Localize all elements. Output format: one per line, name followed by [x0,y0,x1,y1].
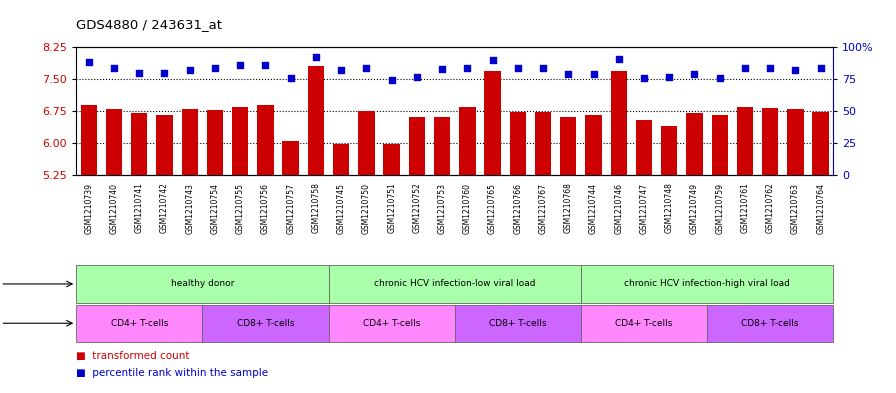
Bar [485,72,501,175]
Text: chronic HCV infection-low viral load: chronic HCV infection-low viral load [374,279,536,288]
Point [435,66,449,72]
Point [158,70,172,76]
Text: chronic HCV infection-high viral load: chronic HCV infection-high viral load [625,279,790,288]
Bar [232,107,248,175]
Bar [711,115,728,175]
Text: CD8+ T-cells: CD8+ T-cells [237,319,294,328]
Point [511,64,525,71]
Point [561,71,575,77]
Bar [81,105,97,175]
Point [712,75,727,81]
Bar [510,112,526,175]
Text: ■  percentile rank within the sample: ■ percentile rank within the sample [76,368,268,378]
Bar [282,141,299,175]
Point [637,75,651,81]
Point [586,71,600,77]
Point [687,71,702,77]
Point [536,64,550,71]
Bar [762,108,779,175]
Point [258,62,272,68]
Text: CD4+ T-cells: CD4+ T-cells [110,319,168,328]
Text: CD4+ T-cells: CD4+ T-cells [363,319,420,328]
Bar [581,265,833,303]
Point [334,67,349,73]
Point [612,55,626,62]
Bar [788,109,804,175]
Bar [707,305,833,342]
Point [309,54,323,61]
Point [737,64,752,71]
Text: ■  transformed count: ■ transformed count [76,351,190,361]
Point [763,64,778,71]
Point [486,57,500,63]
Text: CD4+ T-cells: CD4+ T-cells [616,319,673,328]
Bar [257,105,273,175]
Bar [76,265,329,303]
Bar [383,144,400,175]
Bar [358,111,375,175]
Bar [329,305,455,342]
Text: healthy donor: healthy donor [170,279,234,288]
Bar [535,112,551,175]
Bar [409,117,425,175]
Point [409,73,424,80]
Bar [610,72,627,175]
Text: GDS4880 / 243631_at: GDS4880 / 243631_at [76,18,222,31]
Bar [636,119,652,175]
Point [82,59,96,66]
Bar [737,107,754,175]
Point [788,67,803,73]
Bar [207,110,223,175]
Bar [581,305,707,342]
Point [208,64,222,71]
Bar [661,126,677,175]
Bar [131,113,148,175]
Bar [202,305,329,342]
Point [814,64,828,71]
Point [662,73,676,80]
Point [384,77,399,84]
Bar [307,66,324,175]
Bar [434,117,451,175]
Bar [585,115,602,175]
Bar [106,109,122,175]
Point [461,64,475,71]
Bar [459,107,476,175]
Bar [686,113,702,175]
Bar [455,305,581,342]
Bar [182,109,198,175]
Bar [333,144,349,175]
Point [233,62,247,68]
Point [283,75,297,81]
Point [132,70,146,76]
Bar [560,118,576,175]
Text: CD8+ T-cells: CD8+ T-cells [489,319,547,328]
Bar [813,112,829,175]
Bar [76,305,202,342]
Text: CD8+ T-cells: CD8+ T-cells [741,319,799,328]
Point [183,67,197,73]
Point [107,64,121,71]
Bar [329,265,581,303]
Point [359,64,374,71]
Bar [156,115,173,175]
